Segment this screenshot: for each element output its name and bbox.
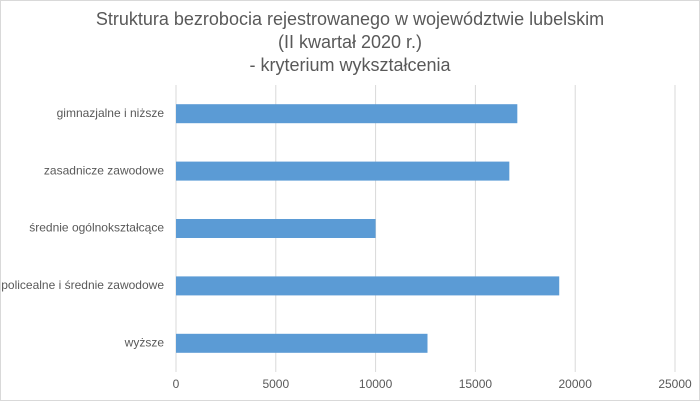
bar [176,104,518,124]
title-line: (II kwartał 2020 r.) [278,32,422,52]
x-tick-label: 0 [173,377,180,391]
x-tick-label: 5000 [262,377,289,391]
bar [176,333,428,353]
title-line: - kryterium wykształcenia [249,55,451,75]
y-tick-label: średnie ogólnokształcące [29,221,164,235]
x-tick-label: 15000 [459,377,493,391]
x-tick-label: 20000 [559,377,593,391]
bar [176,219,376,238]
y-tick-label: policealne i średnie zawodowe [1,278,164,292]
bar [176,161,510,181]
y-tick-label: gimnazjalne i niższe [57,106,165,120]
x-tick-label: 10000 [359,377,393,391]
chart-title: Struktura bezrobocia rejestrowanego w wo… [96,9,604,75]
title-line: Struktura bezrobocia rejestrowanego w wo… [96,9,604,29]
x-tick-label: 25000 [658,377,692,391]
bar [176,276,560,296]
y-tick-label: zasadnicze zawodowe [44,163,164,177]
y-tick-label: wyższe [124,335,165,349]
